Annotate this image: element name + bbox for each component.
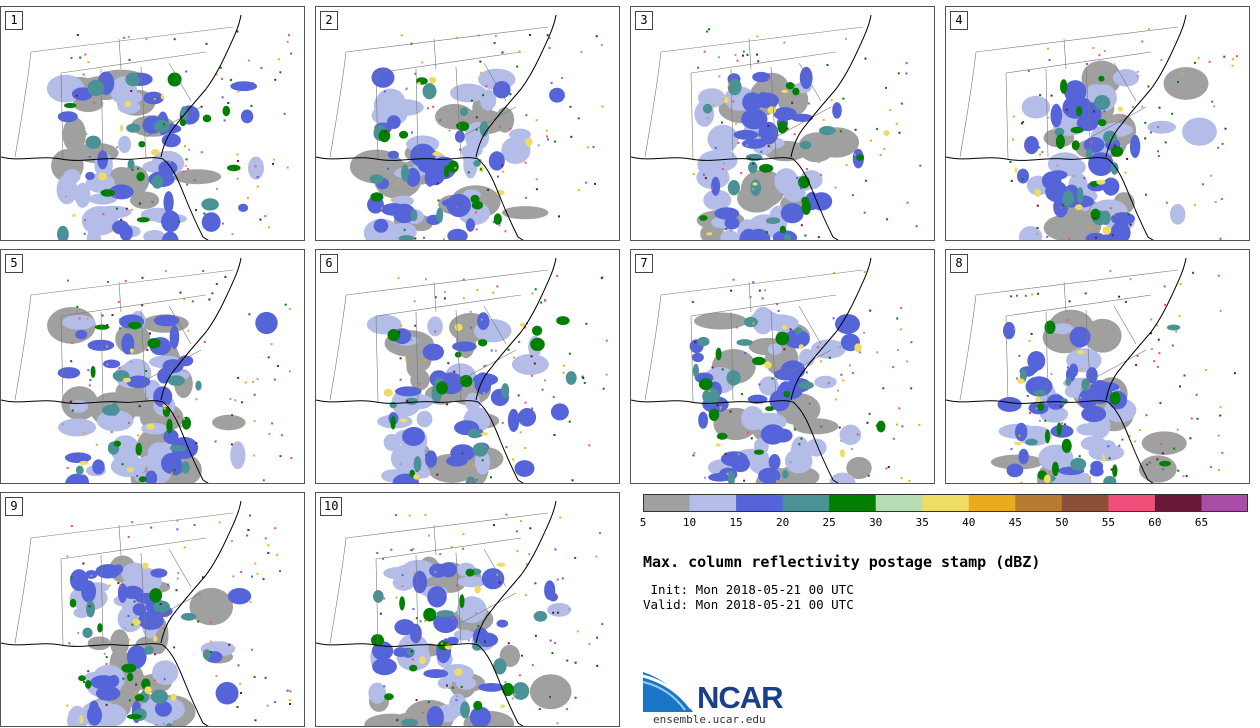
colorbar-tick-label: 65 xyxy=(1194,516,1209,529)
colorbar-swatch xyxy=(643,494,691,512)
colorbar-tick-label: 55 xyxy=(1101,516,1115,529)
reflectivity-map xyxy=(316,500,604,726)
member-number: 10 xyxy=(320,497,343,516)
reflectivity-colorbar xyxy=(643,494,1248,512)
ensemble-member-panel: 8 xyxy=(945,249,1250,484)
colorbar-tick-label: 60 xyxy=(1148,516,1162,529)
reflectivity-map xyxy=(946,257,1236,483)
colorbar-swatch xyxy=(1061,494,1109,512)
logo-url: ensemble.ucar.edu xyxy=(653,713,766,726)
reflectivity-map xyxy=(631,14,922,240)
ensemble-member-panel: 3 xyxy=(630,6,935,241)
colorbar-swatch xyxy=(736,494,784,512)
colorbar-tick-label: 35 xyxy=(915,516,929,529)
ensemble-member-panel: 6 xyxy=(315,249,620,484)
colorbar-swatch xyxy=(689,494,737,512)
colorbar-swatch xyxy=(1108,494,1156,512)
colorbar-swatch xyxy=(968,494,1016,512)
member-number: 2 xyxy=(320,11,338,30)
init-time: Init: Mon 2018-05-21 00 UTC xyxy=(643,582,854,597)
colorbar-tick-label: 30 xyxy=(869,516,883,529)
ensemble-member-panel: 9 xyxy=(0,492,305,727)
reflectivity-map xyxy=(1,14,293,240)
ncar-logo-icon xyxy=(643,672,693,712)
colorbar-swatch xyxy=(829,494,877,512)
member-number: 1 xyxy=(5,11,23,30)
colorbar-swatch xyxy=(875,494,923,512)
member-number: 7 xyxy=(635,254,653,273)
colorbar-swatch xyxy=(782,494,830,512)
reflectivity-map xyxy=(946,14,1238,240)
colorbar-swatch xyxy=(1154,494,1202,512)
ensemble-member-panel: 5 xyxy=(0,249,305,484)
colorbar-tick-label: 20 xyxy=(775,516,790,529)
member-number: 6 xyxy=(320,254,338,273)
colorbar-swatch xyxy=(1015,494,1063,512)
colorbar-tick-label: 40 xyxy=(962,516,976,529)
reflectivity-map xyxy=(631,257,921,483)
reflectivity-map xyxy=(316,14,604,240)
reflectivity-map xyxy=(316,257,608,483)
ensemble-member-panel: 1 xyxy=(0,6,305,241)
colorbar-tick-label: 10 xyxy=(682,516,697,529)
member-number: 3 xyxy=(635,11,653,30)
colorbar-tick-label: 25 xyxy=(822,516,836,529)
colorbar-swatch xyxy=(922,494,970,512)
member-number: 5 xyxy=(5,254,23,273)
ensemble-member-panel: 7 xyxy=(630,249,935,484)
ensemble-member-panel: 2 xyxy=(315,6,620,241)
ensemble-member-panel: 10 xyxy=(315,492,620,727)
member-number: 9 xyxy=(5,497,23,516)
colorbar-tick-label: 45 xyxy=(1008,516,1022,529)
chart-title: Max. column reflectivity postage stamp (… xyxy=(643,553,1041,571)
colorbar-tick-label: 5 xyxy=(639,516,647,529)
ensemble-member-panel: 4 xyxy=(945,6,1250,241)
colorbar-tick-label: 50 xyxy=(1055,516,1069,529)
member-number: 4 xyxy=(950,11,968,30)
colorbar-frame xyxy=(643,494,1248,512)
reflectivity-map xyxy=(1,257,293,483)
valid-time: Valid: Mon 2018-05-21 00 UTC xyxy=(643,597,854,612)
member-number: 8 xyxy=(950,254,968,273)
ncar-logo-text: NCAR xyxy=(697,680,784,715)
colorbar-swatch xyxy=(1201,494,1248,512)
colorbar-tick-label: 15 xyxy=(729,516,743,529)
reflectivity-map xyxy=(1,500,292,726)
